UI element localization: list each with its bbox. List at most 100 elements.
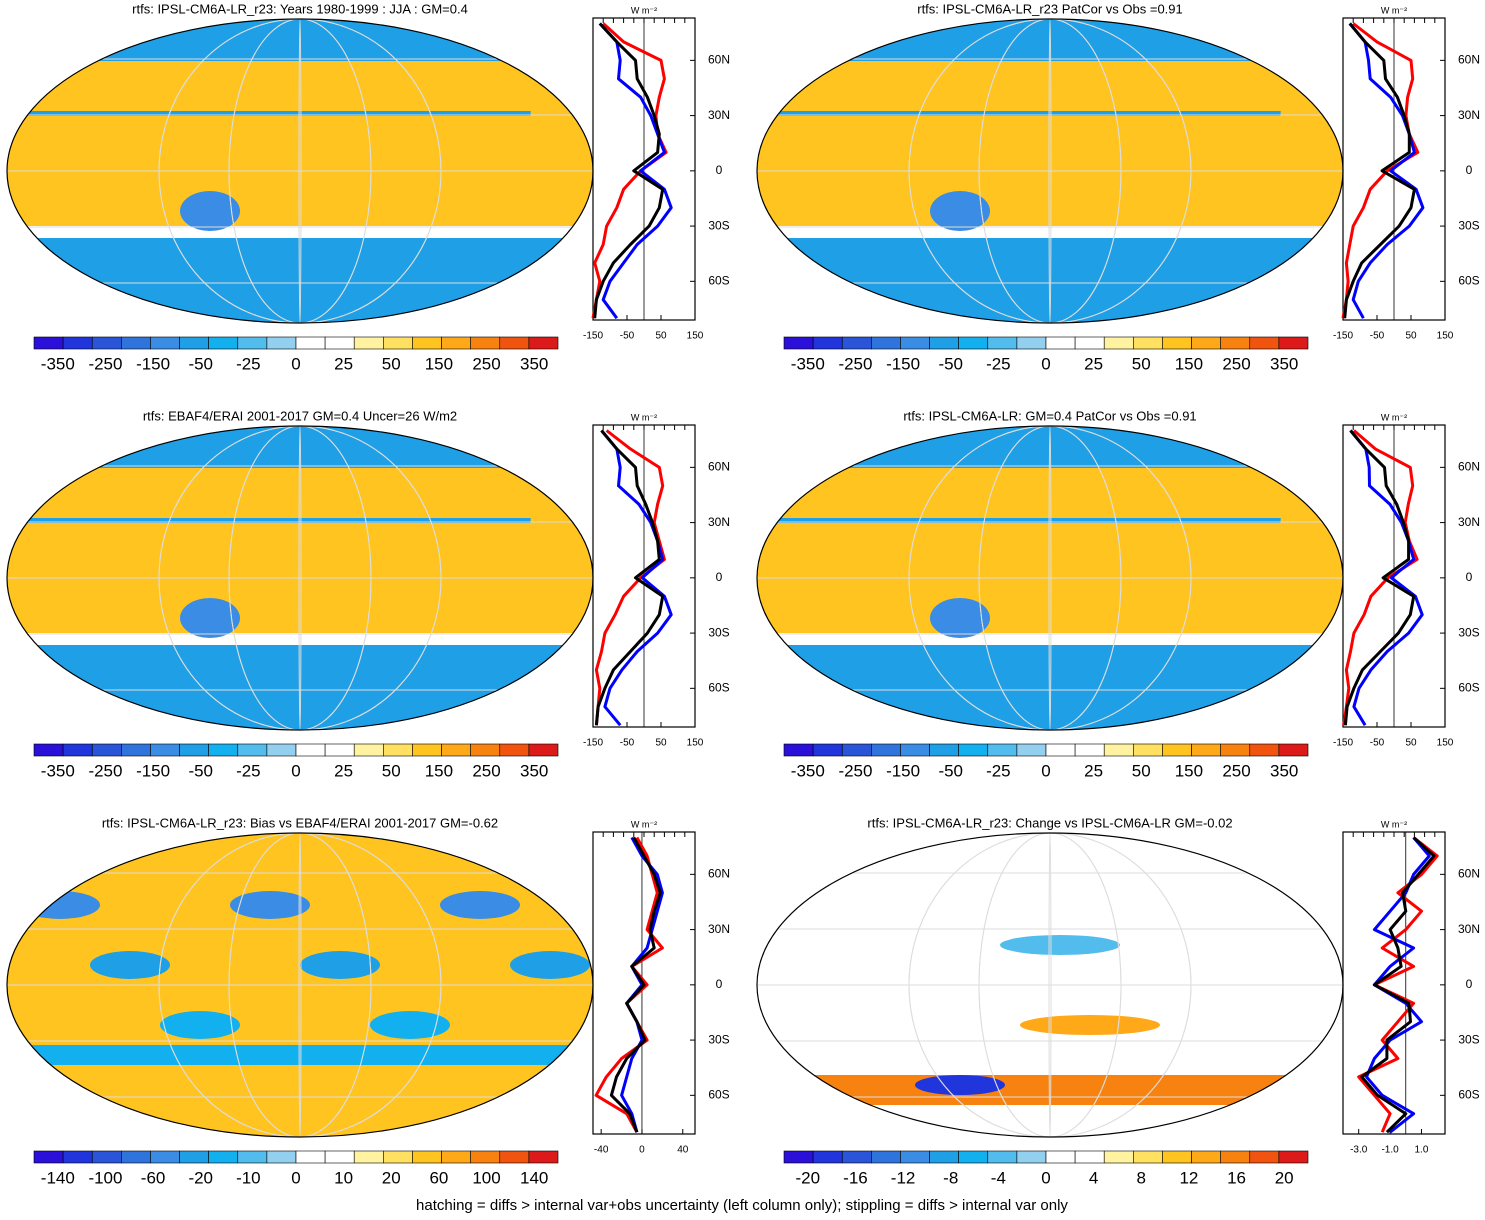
map-field <box>757 426 1343 730</box>
colorbar-box <box>958 743 989 757</box>
colorbar-box <box>987 1150 1018 1164</box>
colorbar-label: -100 <box>88 1168 122 1187</box>
field-band <box>757 468 1343 518</box>
colorbar-box <box>987 336 1018 350</box>
colorbar-label: 250 <box>472 354 500 373</box>
map-title: rtfs: IPSL-CM6A-LR_r23: Years 1980-1999 … <box>132 1 468 16</box>
y-tick-label: 0 <box>1466 163 1473 177</box>
colorbar-label: -150 <box>136 761 170 780</box>
colorbar-box <box>208 1150 239 1164</box>
colorbar-box <box>412 743 442 757</box>
colorbar-box <box>1045 336 1076 350</box>
colorbar-box <box>1045 1150 1076 1164</box>
colorbar-label: 20 <box>382 1168 401 1187</box>
unit-label: W m⁻² <box>1381 819 1407 829</box>
colorbar-label: -350 <box>41 761 75 780</box>
colorbar-box <box>383 743 413 757</box>
colorbar-label: -250 <box>838 761 872 780</box>
colorbar-box <box>783 336 814 350</box>
x-tick-label: 150 <box>1437 738 1454 749</box>
y-tick-label: 30S <box>1458 625 1479 639</box>
map-title: rtfs: IPSL-CM6A-LR_r23 PatCor vs Obs =0.… <box>917 1 1183 16</box>
field-blob <box>300 951 380 979</box>
colorbar-box <box>1133 743 1163 757</box>
field-blob <box>90 951 170 979</box>
field-band <box>7 468 593 518</box>
y-tick-label: 60S <box>1458 274 1479 288</box>
x-tick-label: 40 <box>677 1145 689 1156</box>
x-tick-label: -50 <box>620 738 635 749</box>
x-tick-label: 50 <box>1405 738 1417 749</box>
colorbar-label: -150 <box>886 354 920 373</box>
field-blob <box>1280 448 1340 628</box>
y-tick-label: 60N <box>1458 460 1480 474</box>
y-tick-label: 0 <box>716 163 723 177</box>
map-title: rtfs: IPSL-CM6A-LR_r23: Change vs IPSL-C… <box>867 815 1232 830</box>
x-tick-label: 150 <box>687 738 704 749</box>
colorbar-label: 350 <box>520 354 548 373</box>
zonal-line <box>593 22 665 319</box>
colorbar-label: -16 <box>843 1168 868 1187</box>
colorbar-box <box>499 743 530 757</box>
unit-label: W m⁻² <box>1381 412 1407 422</box>
colorbar-box <box>383 1150 413 1164</box>
colorbar-box <box>266 336 297 350</box>
colorbar-box <box>208 743 239 757</box>
y-tick-label: 0 <box>1466 977 1473 991</box>
zonal-line <box>1342 429 1419 726</box>
colorbar-box <box>383 336 413 350</box>
y-tick-label: 30N <box>1458 515 1480 529</box>
field-blob <box>510 951 590 979</box>
zonal-line <box>594 429 666 726</box>
colorbar-box <box>150 1150 180 1164</box>
colorbar-box <box>841 1150 872 1164</box>
colorbar-label: -150 <box>136 354 170 373</box>
y-tick-label: 60S <box>708 681 729 695</box>
colorbar-label: 0 <box>1041 761 1050 780</box>
colorbar-box <box>1074 743 1105 757</box>
colorbar-box <box>237 743 268 757</box>
colorbar-box <box>1103 743 1134 757</box>
unit-label: W m⁻² <box>631 5 657 15</box>
colorbar-box <box>783 1150 814 1164</box>
colorbar-label: 150 <box>425 761 453 780</box>
colorbar-box <box>179 1150 209 1164</box>
field-blob <box>530 41 590 221</box>
colorbar-box <box>121 1150 151 1164</box>
colorbar-label: -60 <box>141 1168 166 1187</box>
colorbar-box <box>958 1150 989 1164</box>
x-tick-label: -1.0 <box>1381 1145 1399 1156</box>
colorbar-label: 0 <box>1041 354 1050 373</box>
colorbar-box <box>33 336 64 350</box>
colorbar-box <box>841 336 872 350</box>
colorbar-box <box>62 336 93 350</box>
colorbar-box <box>841 743 872 757</box>
field-blob <box>230 891 310 919</box>
colorbar-label: 150 <box>425 354 453 373</box>
colorbar-box <box>929 1150 959 1164</box>
colorbar-label: 350 <box>1270 761 1298 780</box>
colorbar-box <box>179 336 209 350</box>
colorbar-box <box>353 1150 384 1164</box>
colorbar-label: 8 <box>1137 1168 1146 1187</box>
colorbar-box <box>1278 743 1309 757</box>
y-tick-label: 30S <box>708 625 729 639</box>
y-tick-label: 30S <box>708 1032 729 1046</box>
colorbar-label: -50 <box>938 761 963 780</box>
x-tick-label: -40 <box>594 1145 609 1156</box>
colorbar-label: 250 <box>1222 761 1250 780</box>
colorbar-box <box>1220 336 1251 350</box>
map-field <box>7 426 593 730</box>
colorbar-box <box>33 743 64 757</box>
colorbar-box <box>441 743 471 757</box>
colorbar-box <box>871 1150 901 1164</box>
colorbar-box <box>1162 1150 1192 1164</box>
field-blob <box>180 598 240 638</box>
x-tick-label: -3.0 <box>1350 1145 1368 1156</box>
zonal-line <box>594 429 665 726</box>
colorbar-box <box>33 1150 64 1164</box>
field-band <box>7 226 593 238</box>
map-title: rtfs: IPSL-CM6A-LR_r23: Bias vs EBAF4/ER… <box>102 815 498 830</box>
colorbar-box <box>62 1150 93 1164</box>
y-tick-label: 60N <box>708 460 730 474</box>
